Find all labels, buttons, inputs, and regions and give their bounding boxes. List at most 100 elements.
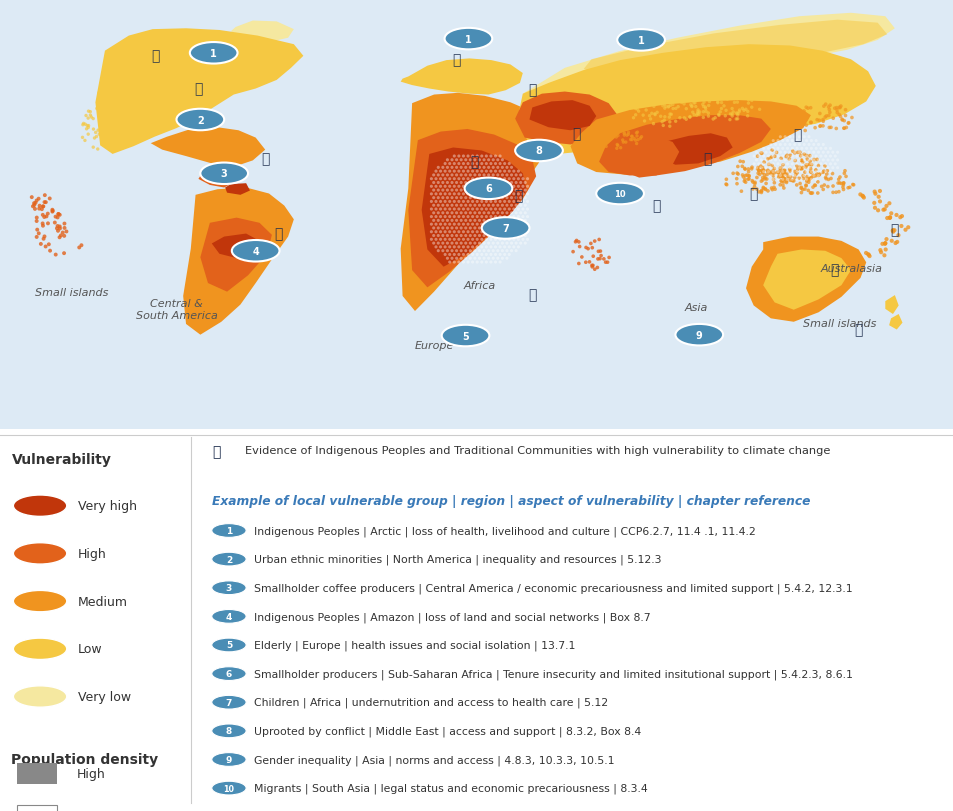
Point — [37, 190, 52, 203]
Point — [713, 103, 728, 116]
Point — [710, 97, 725, 110]
Point — [568, 234, 583, 247]
Point — [801, 173, 816, 186]
Point — [86, 113, 101, 126]
Point — [136, 100, 152, 113]
Point — [775, 168, 790, 181]
Polygon shape — [583, 20, 886, 79]
Point — [670, 101, 685, 114]
Point — [515, 211, 530, 224]
Point — [497, 173, 512, 186]
Point — [772, 139, 787, 152]
Point — [433, 218, 448, 231]
Point — [457, 222, 473, 235]
Text: Vulnerability: Vulnerability — [11, 453, 112, 466]
Point — [599, 127, 615, 139]
Point — [510, 218, 525, 231]
Circle shape — [212, 552, 246, 566]
Point — [99, 123, 114, 136]
Point — [751, 169, 766, 182]
Point — [774, 166, 789, 179]
Point — [444, 184, 459, 197]
Point — [822, 122, 838, 135]
Point — [646, 108, 661, 121]
Point — [456, 256, 471, 269]
Point — [92, 96, 108, 109]
Point — [690, 105, 705, 118]
Point — [798, 101, 813, 114]
Point — [748, 154, 763, 167]
Point — [483, 181, 498, 194]
Text: ✋: ✋ — [890, 223, 898, 237]
Point — [476, 192, 491, 205]
Point — [817, 150, 832, 163]
Point — [467, 245, 482, 258]
Point — [45, 206, 60, 219]
Point — [467, 184, 482, 197]
Point — [801, 150, 817, 163]
Point — [772, 179, 787, 192]
Point — [136, 75, 152, 88]
Point — [797, 183, 812, 196]
Point — [113, 65, 129, 78]
Point — [487, 173, 502, 186]
Point — [890, 230, 905, 242]
Point — [103, 134, 118, 147]
Point — [433, 241, 448, 254]
Point — [457, 184, 473, 197]
Point — [874, 238, 889, 251]
Point — [755, 165, 770, 178]
Point — [40, 217, 55, 230]
Point — [77, 135, 92, 148]
Point — [480, 177, 496, 190]
Point — [426, 177, 441, 190]
Point — [767, 162, 782, 175]
Point — [821, 166, 837, 179]
Point — [798, 159, 813, 172]
Point — [99, 139, 114, 152]
Point — [462, 184, 477, 197]
Text: 8: 8 — [535, 146, 542, 157]
Point — [645, 101, 660, 114]
Point — [799, 171, 814, 184]
Text: ✋: ✋ — [261, 152, 269, 166]
Point — [508, 230, 523, 242]
Point — [755, 166, 770, 179]
Point — [802, 102, 818, 115]
Point — [92, 120, 108, 133]
Point — [659, 94, 675, 107]
Point — [56, 230, 71, 243]
Point — [734, 169, 749, 182]
Point — [807, 174, 822, 187]
Circle shape — [212, 524, 246, 538]
Point — [789, 164, 804, 177]
Point — [453, 184, 468, 197]
Point — [821, 107, 837, 120]
Point — [495, 207, 510, 220]
Point — [428, 188, 443, 201]
Point — [884, 225, 900, 238]
Point — [799, 159, 814, 172]
Point — [802, 143, 818, 156]
Point — [757, 173, 772, 186]
Point — [781, 131, 797, 144]
Point — [777, 147, 792, 160]
Point — [691, 106, 706, 119]
Point — [428, 241, 443, 254]
Polygon shape — [522, 14, 894, 95]
Point — [111, 114, 126, 127]
Point — [51, 208, 66, 221]
Point — [597, 139, 612, 152]
Point — [462, 252, 477, 265]
Point — [439, 245, 455, 258]
Point — [464, 256, 479, 269]
Point — [437, 158, 453, 171]
Point — [728, 114, 743, 127]
Point — [729, 97, 744, 109]
Point — [456, 150, 471, 163]
Point — [457, 161, 473, 174]
Point — [769, 166, 784, 179]
Point — [430, 207, 445, 220]
Point — [813, 181, 828, 194]
Point — [467, 161, 482, 174]
